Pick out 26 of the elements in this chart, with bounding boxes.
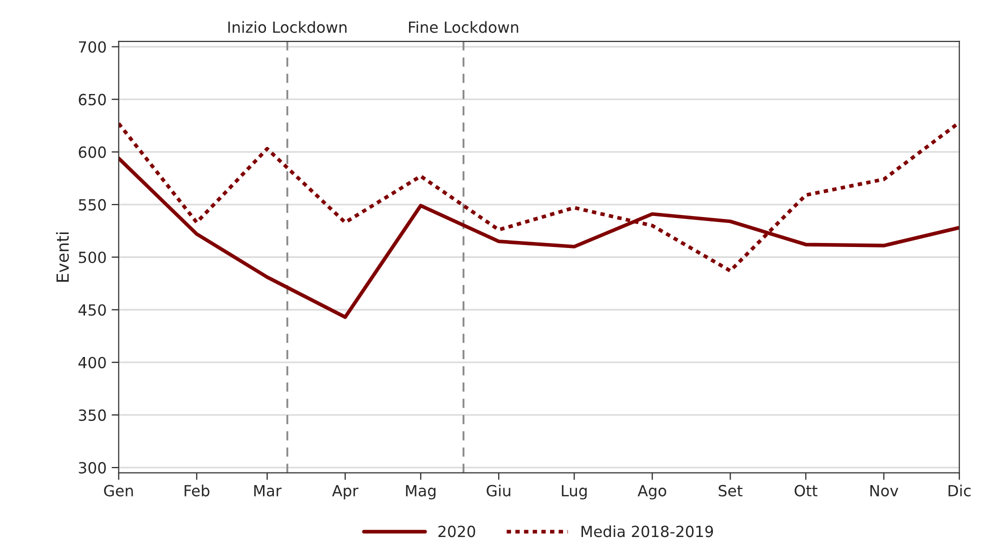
- x-tick-label: Lug: [562, 485, 587, 500]
- y-tick-label: 550: [78, 199, 106, 211]
- ref-line-label: Fine Lockdown: [409, 21, 518, 33]
- x-tick-label: Ago: [638, 485, 666, 500]
- y-tick-label: 400: [78, 356, 106, 368]
- x-tick-label: Giu: [486, 484, 510, 496]
- x-tick-label: Nov: [870, 485, 898, 496]
- x-tick-label: Dic: [948, 484, 971, 496]
- x-tick-label: Feb: [184, 484, 210, 496]
- y-tick-label: 350: [78, 409, 106, 421]
- x-tick-label: Apr: [332, 485, 358, 500]
- y-tick-label: 700: [78, 41, 106, 53]
- y-tick-label: 450: [78, 304, 106, 316]
- y-tick-label: 650: [78, 94, 106, 106]
- y-tick-label: 500: [78, 252, 106, 264]
- y-tick-label: 600: [78, 146, 106, 158]
- legend-label: Media 2018-2019: [582, 525, 713, 538]
- x-tick-label: Set: [718, 484, 742, 496]
- x-tick-label: Gen: [104, 484, 133, 496]
- y-tick-label: 300: [78, 462, 106, 474]
- y-axis-title: Eventi: [56, 232, 69, 282]
- legend-label: 2020: [438, 526, 476, 538]
- x-tick-label: Mag: [406, 485, 436, 500]
- x-tick-label: Ott: [794, 484, 818, 496]
- x-tick-label: Mar: [254, 485, 282, 496]
- ref-line-label: Inizio Lockdown: [228, 21, 346, 33]
